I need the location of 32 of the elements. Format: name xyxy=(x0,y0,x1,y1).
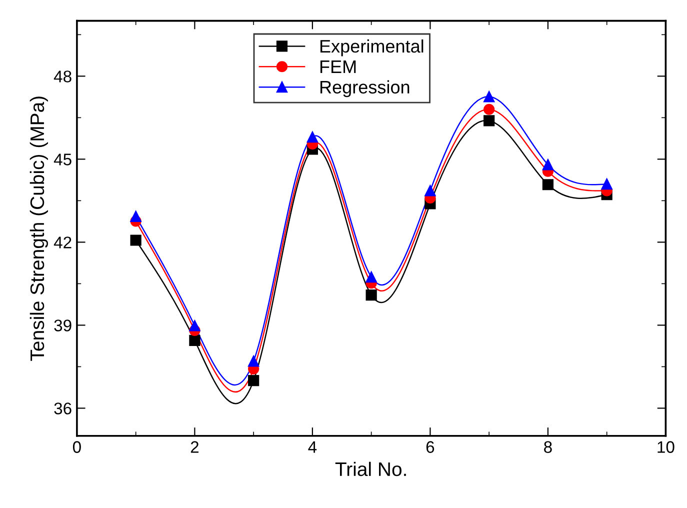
point xyxy=(484,115,495,126)
legend-label: Regression xyxy=(320,80,410,98)
point xyxy=(542,179,554,190)
legend-label: FEM xyxy=(320,60,356,73)
point xyxy=(306,131,318,143)
point xyxy=(248,374,260,386)
y-tick-label: 42 xyxy=(54,236,72,248)
y-tick-label: 48 xyxy=(54,70,72,82)
y-tick-label: 45 xyxy=(54,154,72,166)
point xyxy=(424,185,436,196)
x-tick-label: 2 xyxy=(190,441,198,453)
point xyxy=(601,178,612,190)
x-tick-label: 8 xyxy=(544,441,552,453)
point xyxy=(542,159,554,170)
point xyxy=(130,234,142,246)
legend-label: Experimental xyxy=(320,39,424,56)
point xyxy=(189,320,200,332)
x-tick-label: 4 xyxy=(308,441,317,453)
y-tick-label: 36 xyxy=(54,402,72,414)
point xyxy=(366,289,377,301)
y-axis-title: Tensile Strength (Cubic) (MPa) xyxy=(30,96,48,361)
point xyxy=(130,210,142,222)
point xyxy=(366,271,377,283)
point xyxy=(484,104,495,115)
point xyxy=(189,334,200,346)
point xyxy=(248,356,260,367)
y-tick-label: 39 xyxy=(54,320,72,332)
x-tick-label: 10 xyxy=(658,441,674,453)
x-tick-label: 6 xyxy=(426,441,434,453)
point xyxy=(484,91,495,102)
x-tick-label: 0 xyxy=(72,441,81,453)
x-axis-title: Trial No. xyxy=(335,462,406,476)
